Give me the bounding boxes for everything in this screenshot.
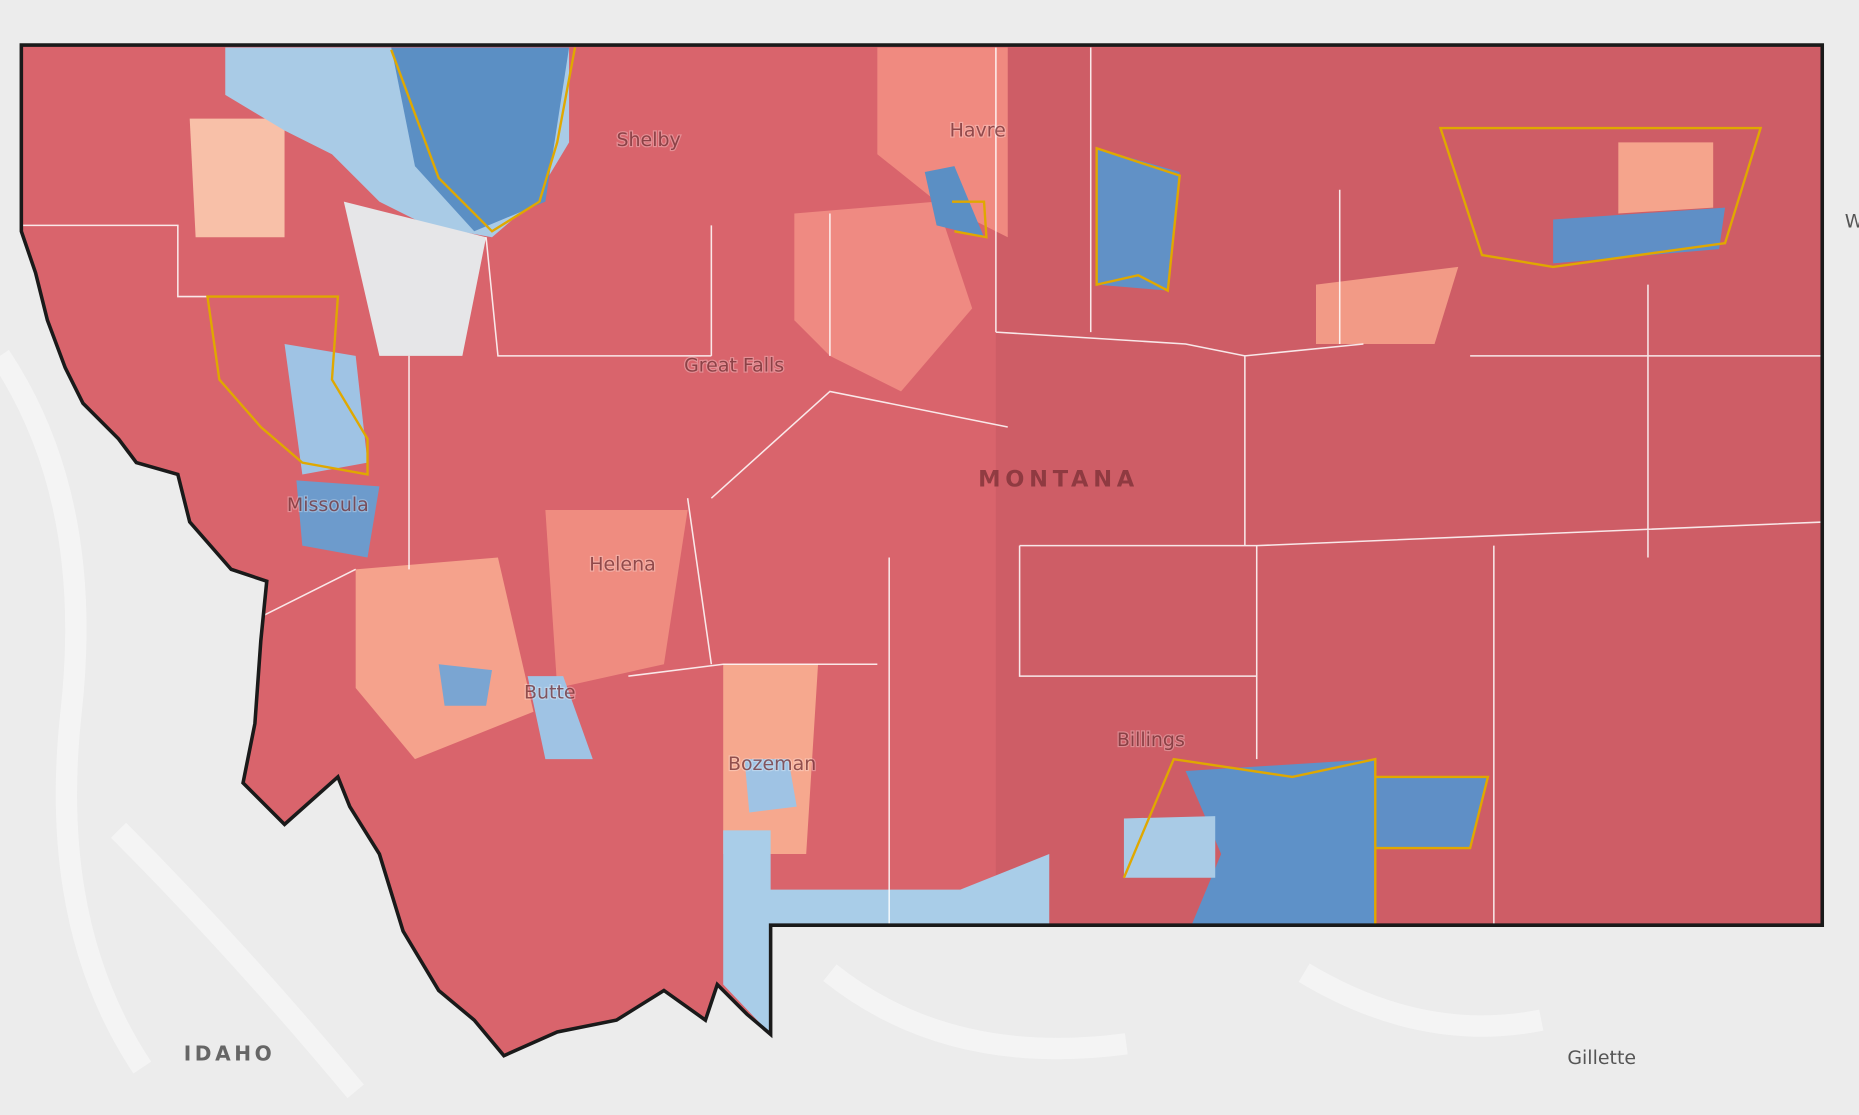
state-label: MONTANA — [978, 466, 1139, 492]
city-label: Shelby — [617, 129, 681, 151]
precinct-fill — [343, 201, 487, 356]
precinct-fill — [391, 47, 570, 232]
precinct-fill — [744, 759, 797, 813]
city-label: Havre — [950, 119, 1006, 141]
precinct-fill — [1316, 266, 1459, 344]
precinct-fill — [284, 343, 368, 475]
precinct-fill — [1185, 759, 1376, 926]
county-lines — [21, 47, 1823, 926]
precinct-fill — [189, 118, 285, 238]
city-label: Helena — [589, 554, 656, 576]
precinct-fill — [723, 830, 1050, 1035]
precinct-fill — [1618, 142, 1714, 214]
edge-label: W — [1845, 211, 1859, 233]
precinct-fill — [527, 676, 593, 760]
city-label: Billings — [1117, 729, 1185, 751]
city-label: Bozeman — [728, 753, 816, 775]
precinct-fill — [296, 480, 380, 558]
precinct-fill — [438, 664, 493, 706]
city-label: Great Falls — [684, 354, 784, 376]
precinct-fill — [1096, 148, 1180, 291]
city-label: Gillette — [1567, 1047, 1636, 1069]
city-label: Missoula — [287, 494, 369, 516]
reservation-outline — [206, 47, 1763, 926]
precinct-fill — [355, 557, 534, 760]
neighbor-label: IDAHO — [184, 1041, 276, 1065]
precinct-fill — [1123, 816, 1216, 878]
precinct-fill — [1375, 776, 1488, 849]
precinct-fill — [545, 510, 688, 688]
city-label: Butte — [524, 682, 576, 704]
precinct-fill — [794, 201, 973, 392]
precinct-fill — [877, 47, 1008, 238]
terrain — [0, 349, 1544, 1099]
